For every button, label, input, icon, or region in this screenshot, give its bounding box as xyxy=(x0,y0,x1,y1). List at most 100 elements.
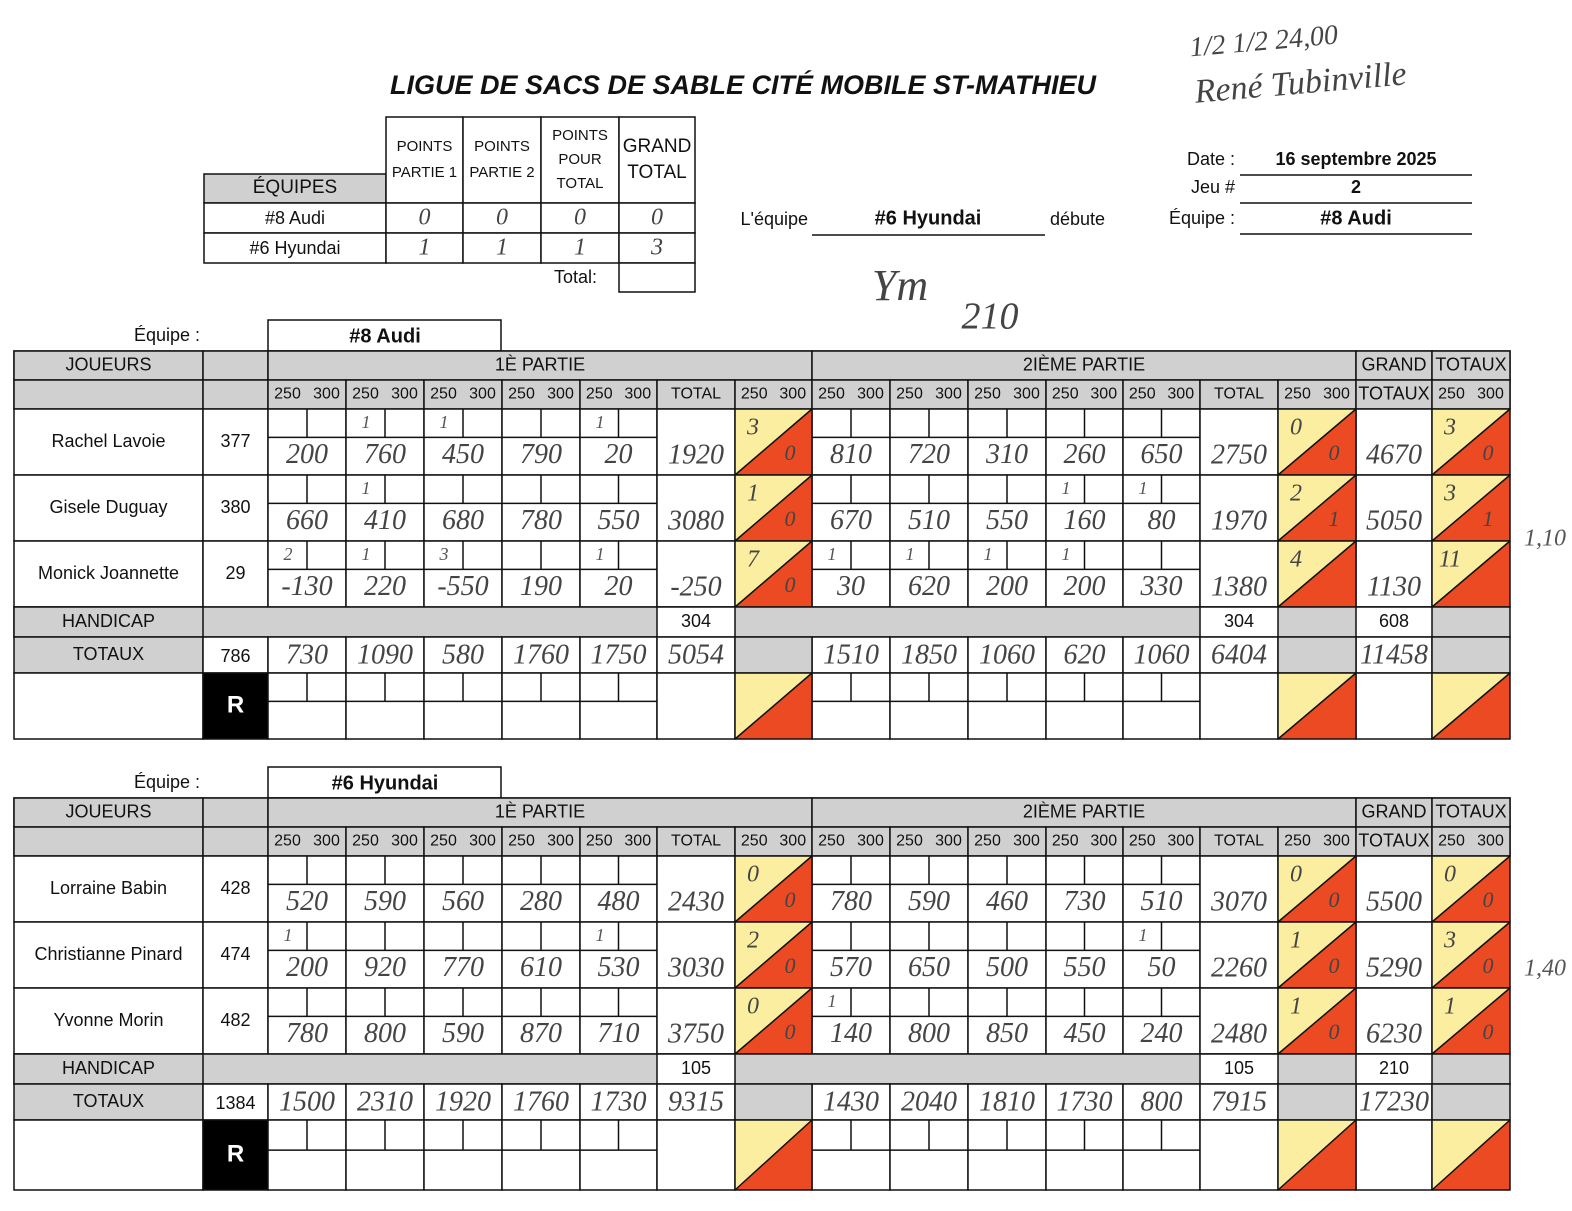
cell xyxy=(811,1083,891,1121)
label: 300 xyxy=(857,386,884,403)
rule xyxy=(734,540,813,608)
label: 250 xyxy=(508,833,535,850)
frame-score: 590 xyxy=(908,886,950,917)
label: 1970 xyxy=(1211,505,1267,536)
cell xyxy=(267,636,347,674)
team-score: 0 xyxy=(496,205,508,231)
cell xyxy=(13,408,204,476)
label: 250 xyxy=(352,833,379,850)
frame-mark: 3 xyxy=(439,544,449,564)
label: 0 xyxy=(785,440,796,465)
frame-mark: 1 xyxy=(984,544,993,564)
cell xyxy=(579,826,658,857)
label: 0 xyxy=(785,887,796,912)
cell xyxy=(1199,606,1279,638)
player-handicap: 380 xyxy=(220,497,250,517)
label: 300 xyxy=(1090,833,1117,850)
cell xyxy=(1431,1119,1511,1191)
cell xyxy=(1355,408,1433,476)
label: 1850 xyxy=(901,639,957,670)
cell xyxy=(1431,826,1511,857)
cell xyxy=(13,606,1511,638)
frame-score: 550 xyxy=(598,505,640,536)
label: HANDICAP xyxy=(62,611,155,631)
frame-score: 160 xyxy=(1064,505,1106,536)
scribble: 1,40 xyxy=(1524,956,1566,982)
label: 0 xyxy=(1290,862,1302,888)
label: 11 xyxy=(1439,547,1461,573)
label: 7 xyxy=(747,547,760,573)
column-header: ÉQUIPES xyxy=(253,177,337,198)
label: 0 xyxy=(1290,415,1302,441)
label: 250 xyxy=(352,386,379,403)
label: 3 xyxy=(746,415,759,441)
label: 300 xyxy=(935,833,962,850)
cell xyxy=(203,173,387,204)
cell xyxy=(1355,797,1433,828)
frame-score: 550 xyxy=(1064,952,1106,983)
label: 250 xyxy=(1438,833,1465,850)
cell xyxy=(811,797,1357,828)
label: 105 xyxy=(1224,1058,1254,1078)
cell xyxy=(579,379,658,410)
label: 16 septembre 2025 xyxy=(1275,149,1436,169)
frame-score: 200 xyxy=(1064,571,1106,602)
frame-score: 590 xyxy=(364,886,406,917)
rule xyxy=(1277,474,1357,542)
label: HANDICAP xyxy=(62,1058,155,1078)
cell xyxy=(1277,672,1357,740)
label: Date : xyxy=(1187,149,1235,169)
frame-score: 330 xyxy=(1140,571,1183,602)
frame-score: 710 xyxy=(598,1018,640,1049)
frame-score: 140 xyxy=(830,1018,872,1049)
cell xyxy=(202,672,269,740)
column-header: POINTS xyxy=(552,127,608,144)
frame-mark: 1 xyxy=(596,925,605,945)
rule xyxy=(1277,408,1357,476)
cell xyxy=(967,1083,1047,1121)
label: 250 xyxy=(586,833,613,850)
cell xyxy=(889,636,969,674)
label: 300 xyxy=(779,386,806,403)
label: 2260 xyxy=(1211,952,1267,983)
cell xyxy=(1277,1083,1357,1121)
player-handicap: 29 xyxy=(225,563,245,583)
cell xyxy=(1277,826,1357,857)
label: 250 xyxy=(430,386,457,403)
label: 5050 xyxy=(1366,505,1422,536)
cell xyxy=(734,826,813,857)
frame-score: 590 xyxy=(442,1018,484,1049)
label: 250 xyxy=(974,833,1001,850)
cell xyxy=(618,116,696,204)
label: 250 xyxy=(1284,833,1311,850)
label: 2IÈME PARTIE xyxy=(1023,801,1145,821)
player-name: Monick Joannette xyxy=(38,563,179,583)
label: 250 xyxy=(896,386,923,403)
label: 250 xyxy=(586,386,613,403)
cell xyxy=(202,797,269,828)
cell xyxy=(202,474,269,542)
player-name: Christianne Pinard xyxy=(34,944,182,964)
frame-mark: 1 xyxy=(828,991,837,1011)
frame-score: 500 xyxy=(986,952,1028,983)
cell xyxy=(734,1083,813,1121)
rule xyxy=(1431,987,1511,1055)
cell xyxy=(267,797,813,828)
frame-score: 310 xyxy=(985,439,1028,470)
label: TOTAL xyxy=(1214,833,1264,850)
cell xyxy=(1277,1119,1357,1191)
column-header: PARTIE 1 xyxy=(392,164,457,181)
frame-score: 920 xyxy=(364,952,406,983)
rule xyxy=(1431,540,1511,608)
cell xyxy=(462,116,542,204)
frame-score: 450 xyxy=(1064,1018,1106,1049)
cell xyxy=(656,1119,736,1191)
label: 5054 xyxy=(668,639,724,670)
team-score: 0 xyxy=(574,205,586,231)
label: 1 xyxy=(1329,506,1340,531)
label: 300 xyxy=(547,386,574,403)
label: 1510 xyxy=(823,639,879,670)
frame-score: 80 xyxy=(1148,505,1176,536)
label: 1060 xyxy=(1134,639,1190,670)
label: TOTAUX xyxy=(1358,383,1429,403)
